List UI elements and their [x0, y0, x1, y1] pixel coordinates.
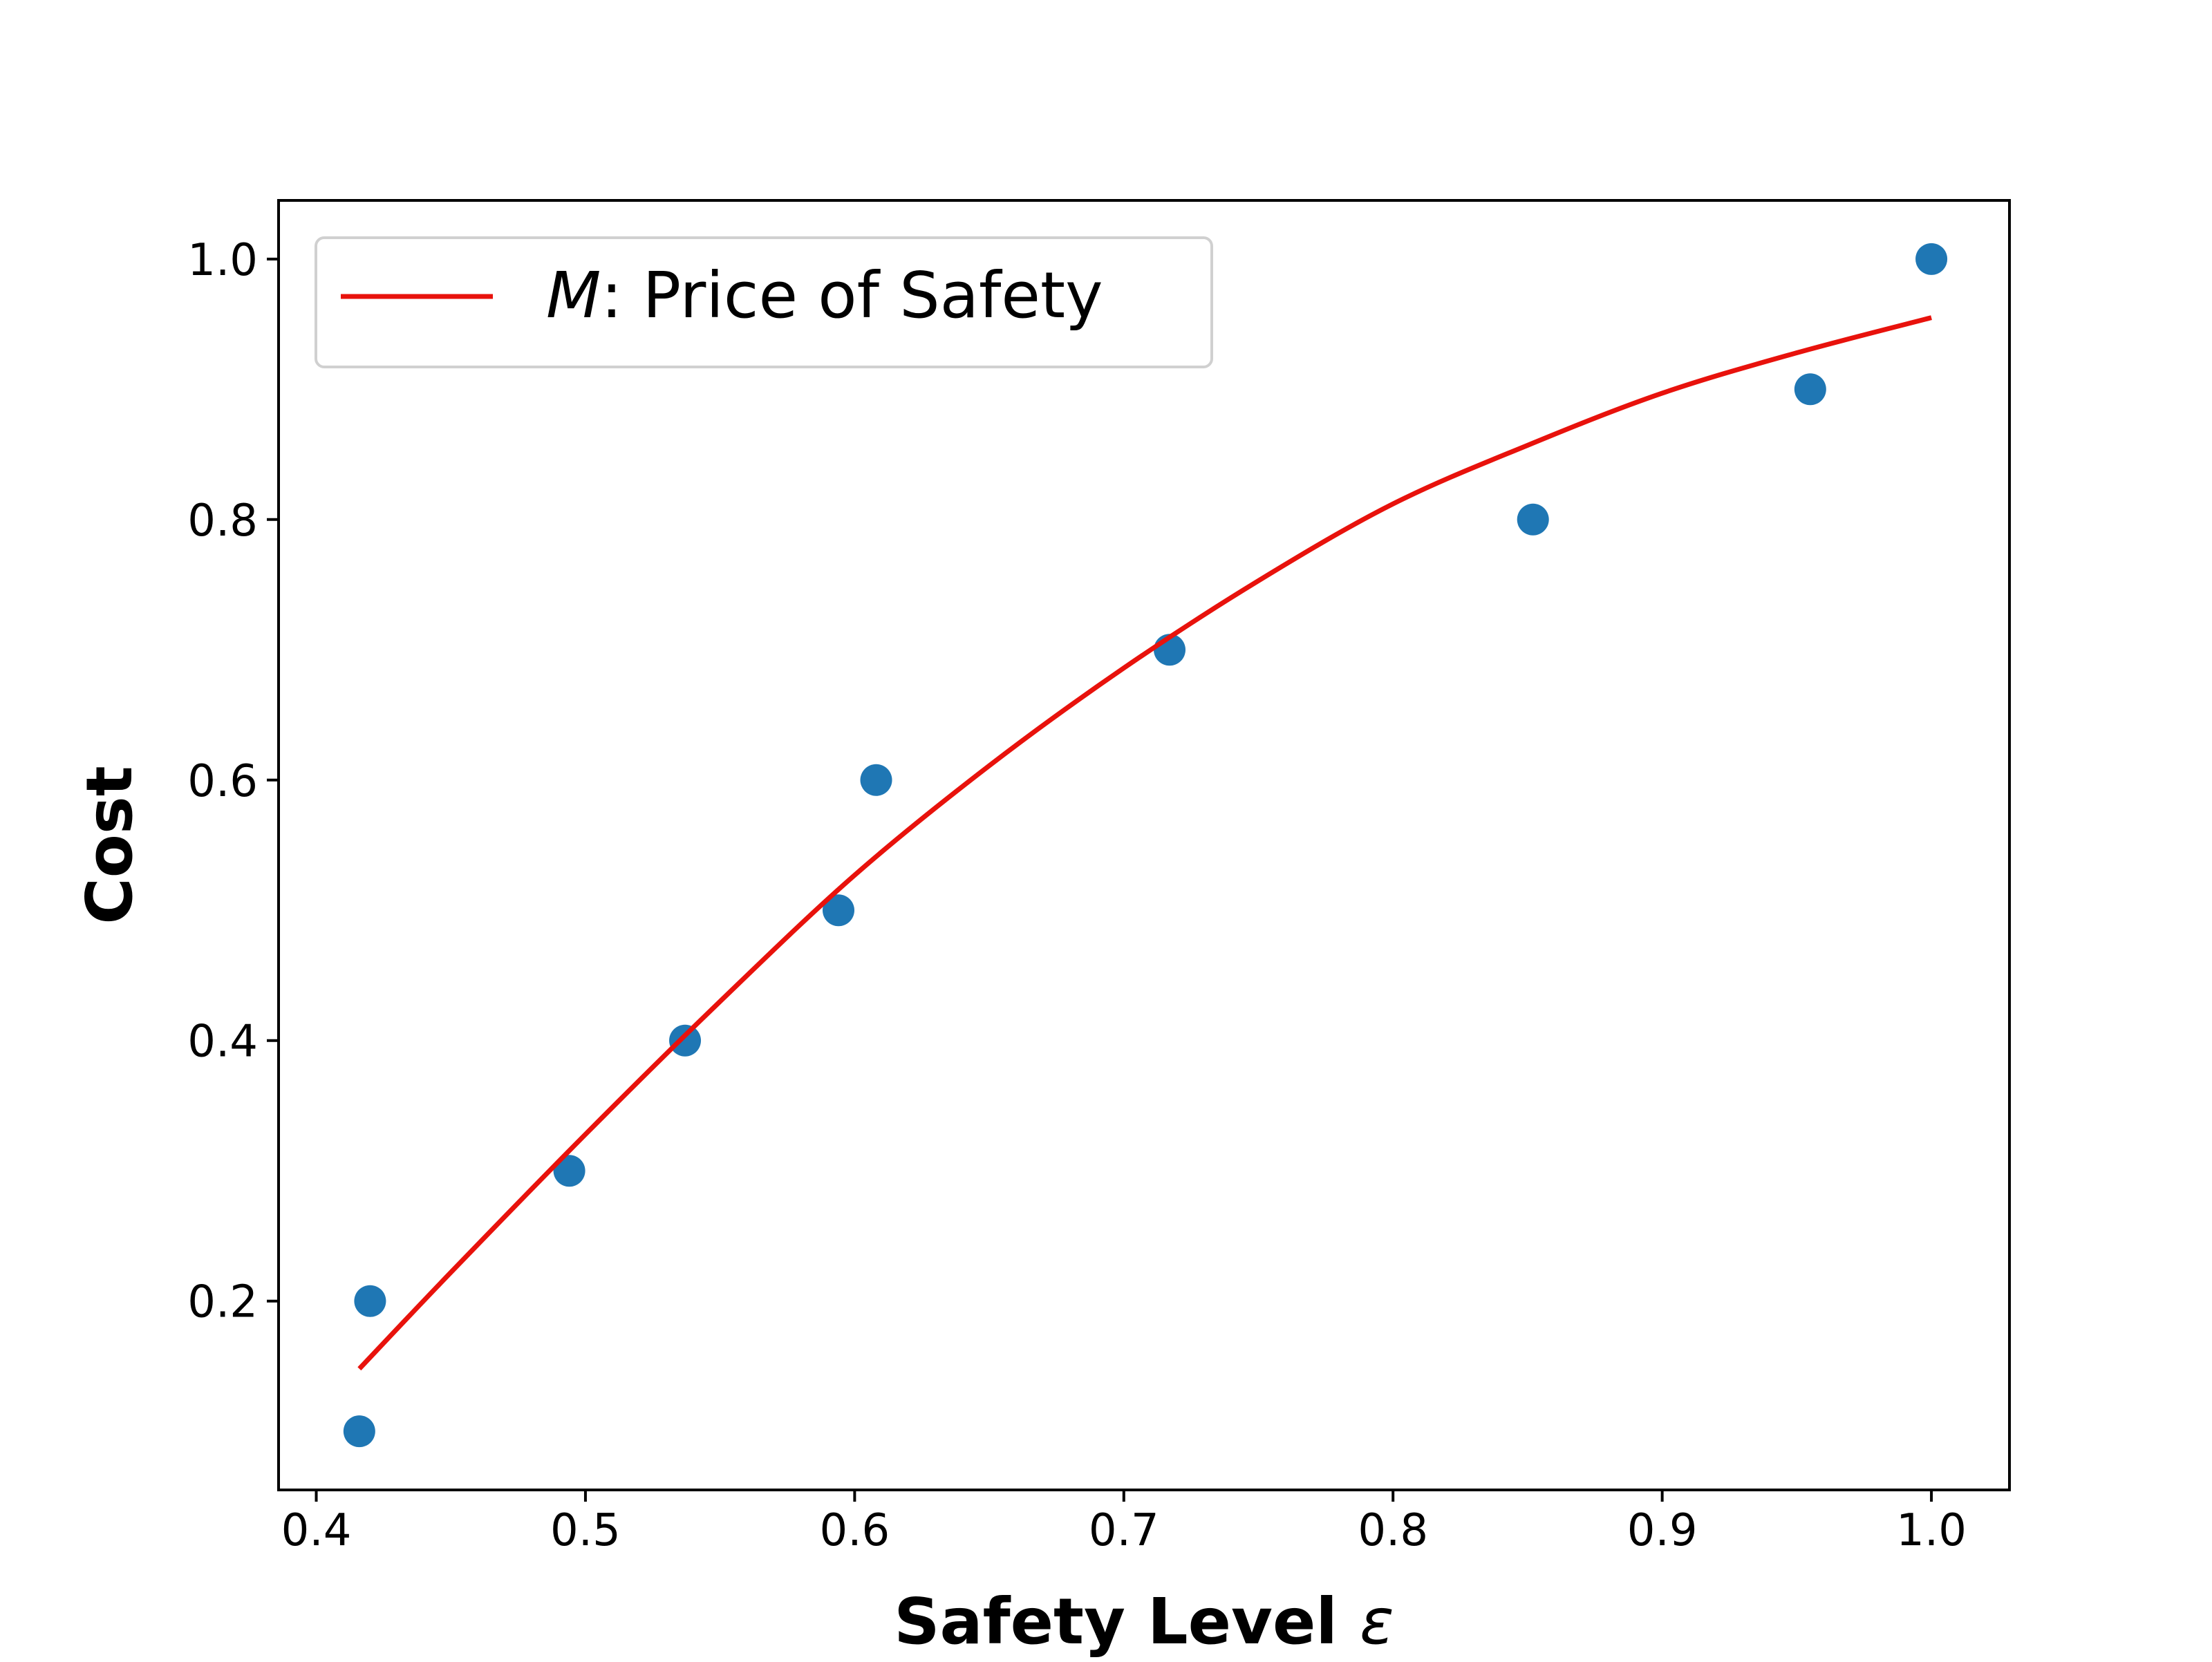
x-tick-label: 0.9	[1627, 1505, 1698, 1556]
y-tick-label: 0.4	[187, 1017, 258, 1068]
x-tick-label: 0.7	[1089, 1505, 1159, 1556]
x-axis: 0.4 0.5 0.6 0.7 0.8 0.9 1.0	[281, 1490, 1967, 1556]
axes-frame	[277, 199, 2011, 1491]
x-tick-label: 0.8	[1358, 1505, 1428, 1556]
y-axis-label: Cost	[73, 766, 147, 924]
scatter-point	[553, 1155, 585, 1187]
scatter-point	[354, 1285, 386, 1317]
legend-text: : Price of Safety	[601, 258, 1103, 332]
plot-area	[343, 243, 1948, 1448]
y-tick-label: 0.6	[187, 756, 258, 807]
scatter-point	[823, 894, 855, 927]
x-axis-label-text: Safety Level	[894, 1585, 1360, 1659]
scatter-point	[1915, 243, 1948, 275]
legend-symbol: M	[546, 258, 601, 332]
scatter-point	[1517, 503, 1549, 536]
scatter-point	[860, 764, 892, 796]
scatter-point	[669, 1024, 702, 1057]
x-tick-label: 0.4	[281, 1505, 352, 1556]
x-tick-label: 0.6	[819, 1505, 890, 1556]
legend: M: Price of Safety	[315, 236, 1213, 368]
x-tick-label: 0.5	[550, 1505, 621, 1556]
x-tick-label: 1.0	[1896, 1505, 1967, 1556]
fit-line	[357, 315, 1932, 1371]
y-tick-label: 1.0	[187, 235, 258, 286]
legend-label: M: Price of Safety	[546, 258, 1103, 332]
y-tick-label: 0.2	[187, 1277, 258, 1328]
y-tick-label: 0.8	[187, 495, 258, 547]
x-axis-label: Safety Level ε	[894, 1585, 1394, 1659]
scatter-point	[343, 1415, 375, 1448]
y-axis: 0.2 0.4 0.6 0.8 1.0	[187, 235, 279, 1328]
legend-box	[315, 236, 1213, 368]
scatter-point	[1794, 373, 1826, 406]
x-axis-label-symbol: ε	[1360, 1585, 1394, 1659]
